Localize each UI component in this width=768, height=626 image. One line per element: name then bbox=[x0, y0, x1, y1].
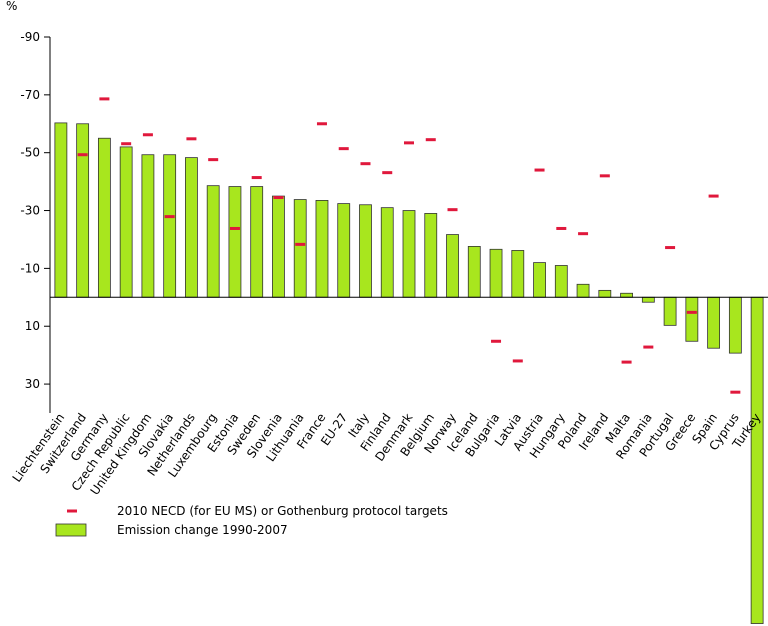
bar bbox=[663, 296, 677, 326]
bar bbox=[641, 296, 655, 303]
bar bbox=[185, 157, 198, 298]
target-marker bbox=[556, 226, 567, 230]
bar bbox=[707, 296, 721, 349]
bar bbox=[533, 262, 546, 298]
bar bbox=[402, 210, 416, 298]
bar bbox=[293, 199, 307, 298]
bar bbox=[424, 213, 438, 298]
bar bbox=[576, 283, 590, 298]
y-tick-label: -10 bbox=[20, 261, 40, 275]
target-marker bbox=[425, 138, 436, 142]
target-marker bbox=[77, 153, 88, 157]
target-marker bbox=[447, 208, 458, 212]
bar bbox=[228, 186, 242, 298]
legend-swatch bbox=[55, 523, 87, 537]
bar bbox=[97, 137, 111, 298]
target-marker bbox=[599, 174, 610, 178]
target-marker bbox=[686, 310, 697, 314]
bar bbox=[620, 292, 633, 298]
bar bbox=[728, 296, 742, 354]
bar bbox=[337, 203, 351, 298]
target-marker bbox=[621, 360, 632, 364]
bar bbox=[359, 204, 372, 298]
target-marker bbox=[273, 196, 284, 200]
legend-label: 2010 NECD (for EU MS) or Gothenburg prot… bbox=[117, 504, 448, 518]
target-marker bbox=[643, 345, 654, 349]
bar bbox=[446, 234, 459, 298]
y-tick-label: -90 bbox=[20, 30, 40, 44]
target-marker bbox=[512, 359, 523, 363]
target-marker bbox=[121, 142, 132, 146]
bar bbox=[598, 289, 612, 298]
bar bbox=[272, 195, 285, 298]
target-marker bbox=[730, 390, 741, 394]
target-marker bbox=[229, 226, 240, 230]
y-tick-label: 30 bbox=[25, 377, 40, 391]
bar bbox=[685, 296, 699, 342]
target-marker bbox=[338, 147, 349, 151]
target-marker bbox=[295, 242, 306, 246]
target-marker bbox=[99, 97, 110, 101]
y-tick-label: 10 bbox=[25, 319, 40, 333]
bar bbox=[750, 296, 764, 624]
target-marker bbox=[534, 168, 545, 172]
bar bbox=[554, 265, 568, 298]
bar bbox=[511, 250, 525, 298]
target-marker bbox=[186, 137, 197, 141]
bar bbox=[250, 186, 264, 298]
bar bbox=[380, 207, 394, 298]
bar bbox=[315, 200, 329, 298]
target-marker bbox=[491, 339, 502, 343]
target-marker bbox=[578, 232, 589, 236]
target-marker bbox=[665, 246, 676, 250]
bar bbox=[163, 154, 177, 298]
target-marker bbox=[360, 162, 371, 166]
legend-marker bbox=[67, 509, 77, 513]
y-tick-label: -70 bbox=[20, 88, 40, 102]
bar bbox=[141, 154, 155, 298]
bar bbox=[489, 248, 503, 298]
target-marker bbox=[142, 133, 153, 137]
legend-label: Emission change 1990-2007 bbox=[117, 523, 288, 537]
y-axis-label: % bbox=[6, 0, 17, 13]
y-tick-label: -30 bbox=[20, 204, 40, 218]
target-marker bbox=[404, 141, 414, 145]
y-tick-label: -50 bbox=[20, 146, 40, 160]
target-marker bbox=[708, 194, 719, 198]
target-marker bbox=[208, 158, 219, 162]
target-marker bbox=[316, 122, 327, 126]
bar bbox=[206, 185, 220, 298]
target-marker bbox=[251, 176, 262, 180]
bar bbox=[467, 246, 481, 298]
target-marker bbox=[164, 215, 175, 219]
bar bbox=[119, 146, 133, 298]
target-marker bbox=[382, 171, 393, 175]
bar bbox=[54, 122, 68, 298]
bar bbox=[76, 123, 90, 298]
